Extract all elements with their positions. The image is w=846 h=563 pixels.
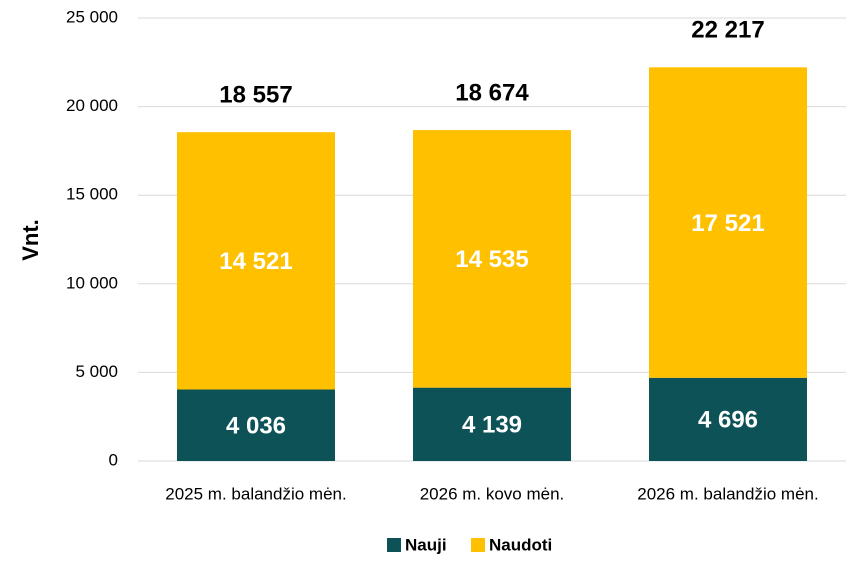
value-label: 4 139 [462,412,522,439]
total-label: 18 674 [455,79,529,106]
bar-segment [177,389,335,461]
y-tick-label: 0 [109,450,118,469]
legend-label: Naudoti [489,535,552,554]
x-tick-label: 2025 m. balandžio mėn. [165,484,346,503]
y-tick-label: 15 000 [66,185,118,204]
value-label: 14 535 [455,246,528,273]
bar-segment [177,132,335,390]
value-label: 4 036 [226,413,286,440]
bar-segment [649,377,807,461]
x-tick-label: 2026 m. kovo mėn. [420,484,565,503]
bar-segment [413,130,571,388]
bar-segment [413,387,571,461]
y-axis-label: Vnt. [18,219,43,261]
legend-swatch [387,538,401,552]
legend-label: Nauji [405,535,447,554]
total-label: 18 557 [219,82,292,109]
value-label: 4 696 [698,407,758,434]
bar-segment [649,67,807,378]
value-label: 17 521 [691,210,764,237]
y-tick-label: 5 000 [75,362,118,381]
legend-swatch [471,538,485,552]
y-tick-label: 20 000 [66,96,118,115]
y-tick-label: 25 000 [66,7,118,26]
x-tick-label: 2026 m. balandžio mėn. [637,484,818,503]
total-label: 22 217 [691,17,764,44]
value-label: 14 521 [219,248,292,275]
y-tick-label: 10 000 [66,273,118,292]
